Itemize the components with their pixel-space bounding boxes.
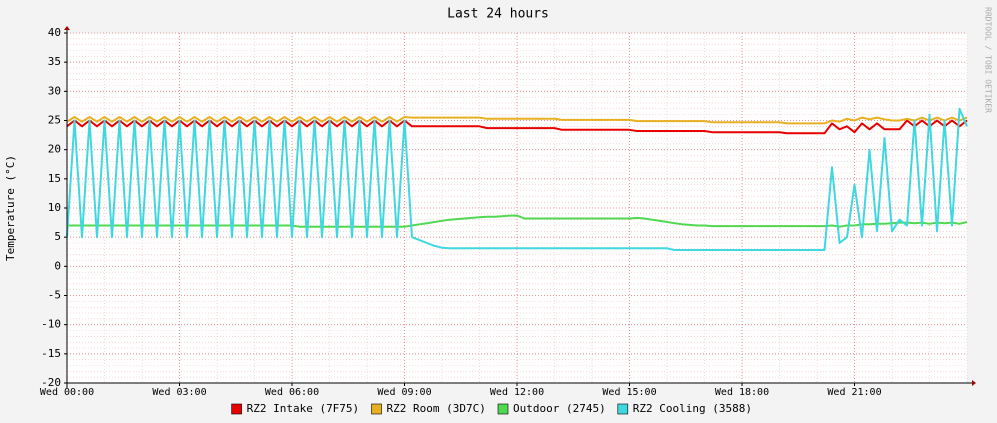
legend-label: RZ2 Room (3D7C) <box>387 402 486 415</box>
y-tick-label: -20 <box>41 376 61 389</box>
legend-swatch <box>497 403 509 415</box>
series-line <box>66 116 968 125</box>
grid: -20 -15 -10 -5 0 5 10 15 20 25 30 35 40 Wed 00:00 Wed … <box>40 26 968 398</box>
x-tick-label: Wed 03:00 <box>152 387 206 398</box>
legend-swatch <box>371 403 382 415</box>
legend-label: RZ2 Cooling (3588) <box>633 402 752 415</box>
axes <box>64 26 976 388</box>
y-axis-label: Temperature (°C) <box>4 155 17 261</box>
x-tick-label: Wed 21:00 <box>827 387 881 398</box>
legend: RZ2 Intake (7F75) RZ2 Room (3D7C) Outdoor … <box>231 402 752 415</box>
series-line <box>66 119 968 135</box>
chart-title: Last 24 hours <box>447 7 549 22</box>
y-tick-label: 5 <box>54 230 61 243</box>
y-tick-label: -5 <box>48 289 61 302</box>
x-tick-label: Wed 06:00 <box>265 387 319 398</box>
x-tick-label: Wed 00:00 <box>40 387 94 398</box>
lines <box>66 107 968 251</box>
y-arrow <box>64 26 70 30</box>
x-tick-label: Wed 12:00 <box>490 387 544 398</box>
series-line <box>66 107 968 251</box>
y-tick-label: 25 <box>48 114 61 127</box>
y-tick-label: 20 <box>48 143 61 156</box>
side-label: RRDTOOL / TOBI OETIKER <box>984 7 993 113</box>
x-tick-label: Wed 15:00 <box>602 387 656 398</box>
legend-swatch <box>231 403 242 415</box>
y-tick-label: 40 <box>48 26 61 39</box>
legend-swatch <box>617 403 629 415</box>
y-tick-label: 35 <box>48 55 61 68</box>
y-tick-label: -10 <box>41 318 61 331</box>
legend-label: RZ2 Intake (7F75) <box>247 402 360 415</box>
y-tick-label: -15 <box>41 347 61 360</box>
y-tick-label: 15 <box>48 172 61 185</box>
y-tick-label: 10 <box>48 201 61 214</box>
legend-label: Outdoor (2745) <box>513 402 606 415</box>
x-arrow <box>972 380 976 386</box>
x-tick-label: Wed 18:00 <box>715 387 769 398</box>
y-tick-label: 0 <box>54 259 61 272</box>
x-tick-label: Wed 09:00 <box>377 387 431 398</box>
y-tick-label: 30 <box>48 84 61 97</box>
